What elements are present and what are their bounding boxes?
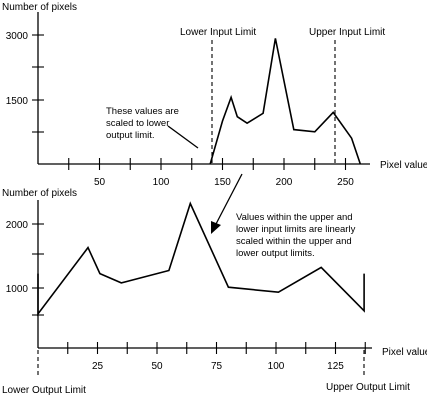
bottom-y-axis-title: Number of pixels — [2, 188, 77, 199]
scaling-arrow — [211, 173, 243, 234]
bottom-x-tick-label: 100 — [268, 361, 285, 372]
top-y-axis-title: Number of pixels — [2, 2, 77, 13]
scaling-arrow-head — [211, 221, 221, 234]
top-annotation: These values are scaled to lower output … — [106, 106, 182, 141]
bottom-annotation: Values within the upper and lower input … — [236, 212, 358, 259]
bottom-annotation-line: lower output limits. — [236, 248, 315, 259]
bottom-x-tick-label: 25 — [92, 361, 104, 372]
output-histogram: 25 50 75 100 125 1000 2000 Number of pixels Pi… — [2, 188, 427, 396]
upper-output-limit-label: Upper Output Limit — [326, 382, 410, 393]
bottom-annotation-line: lower input limits are linearly — [236, 224, 356, 235]
top-axis-ticks: 50 100 150 200 250 1500 3000 — [6, 31, 355, 188]
top-annotation-pointer — [167, 125, 199, 149]
bottom-x-tick-label: 125 — [327, 361, 344, 372]
lower-input-limit-label: Lower Input Limit — [180, 27, 256, 38]
scaling-arrow-shaft — [215, 173, 243, 225]
bottom-y-tick-label: 2000 — [6, 220, 29, 231]
bottom-x-tick-label: 50 — [151, 361, 163, 372]
top-annotation-line: These values are — [106, 106, 179, 117]
top-y-tick-label: 3000 — [6, 31, 29, 42]
top-x-tick-label: 150 — [214, 177, 231, 188]
top-x-axis-title: Pixel value — [380, 160, 427, 171]
bottom-annotation-line: Values within the upper and — [236, 212, 353, 223]
top-annotation-line: scaled to lower — [106, 118, 169, 129]
top-x-tick-label: 250 — [337, 177, 354, 188]
output-histogram-curve — [37, 201, 365, 317]
top-y-tick-label: 1500 — [6, 96, 29, 107]
top-x-tick-label: 100 — [153, 177, 170, 188]
bottom-annotation-line: scaled within the upper and — [236, 236, 352, 247]
top-x-tick-label: 200 — [276, 177, 293, 188]
top-x-tick-label: 50 — [94, 177, 106, 188]
top-annotation-line: output limit. — [106, 130, 155, 141]
bottom-x-axis-title: Pixel value — [382, 347, 427, 358]
upper-input-limit-label: Upper Input Limit — [309, 27, 385, 38]
bottom-x-tick-label: 75 — [211, 361, 223, 372]
lower-output-limit-label: Lower Output Limit — [2, 385, 86, 396]
input-histogram-curve — [209, 38, 362, 165]
bottom-y-tick-label: 1000 — [6, 284, 29, 295]
